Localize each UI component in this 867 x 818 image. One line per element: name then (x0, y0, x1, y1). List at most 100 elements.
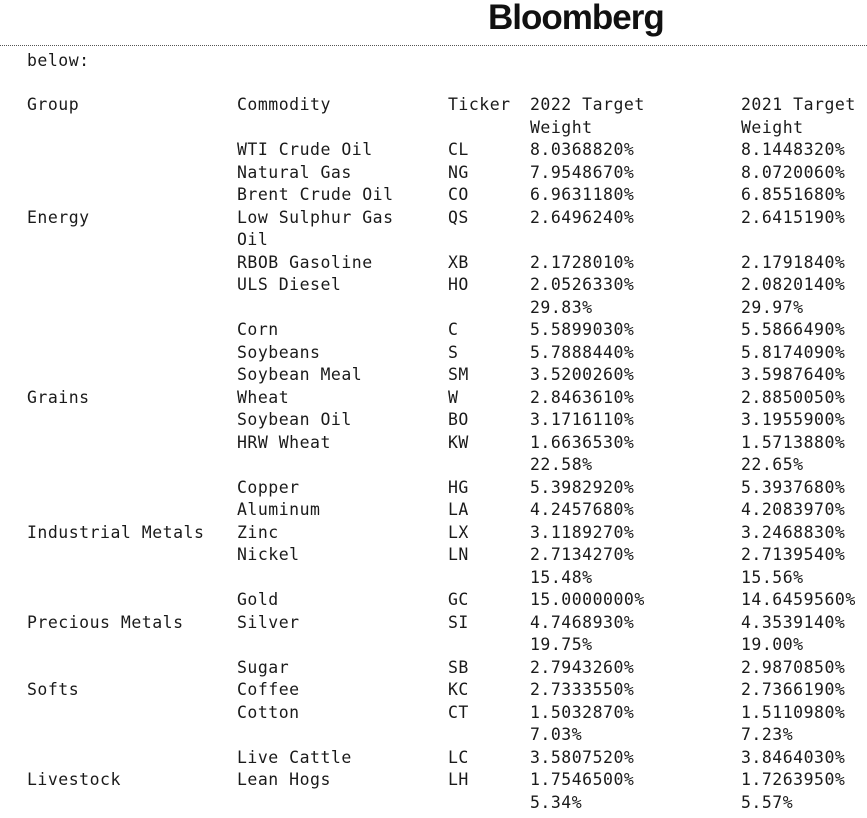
weight-2022: 1.5032870% (530, 702, 635, 722)
group-label: Precious Metals (27, 612, 184, 632)
commodity-name: Brent Crude Oil (237, 185, 394, 204)
header-2022-weight: 2022 Target Weight (530, 95, 645, 137)
ticker-code: BO (448, 410, 469, 429)
commodity-name: Silver (237, 612, 300, 632)
group-total-2021: 22.65% (741, 455, 804, 474)
group-total-2021: 29.97% (741, 297, 804, 317)
commodity-name: Corn (237, 320, 279, 339)
weight-2021: 3.1955900% (741, 410, 846, 429)
commodity-name: Soybean Meal (237, 365, 363, 384)
weight-2022: 3.1716110% (530, 410, 635, 429)
header-commodity: Commodity (237, 95, 331, 114)
ticker-code: SB (448, 657, 469, 677)
ticker-code: LA (448, 500, 469, 519)
ticker-code: SI (448, 612, 469, 632)
weight-2022: 3.5200260% (530, 365, 635, 384)
commodity-name: Lean Hogs (237, 770, 331, 789)
weight-2021: 3.2468830% (741, 522, 846, 542)
weight-2021: 8.1448320% (741, 140, 846, 159)
weight-2021: 8.0720060% (741, 162, 846, 182)
weight-2021: 1.5713880% (741, 432, 846, 452)
commodity-name: ULS Diesel (237, 275, 342, 294)
commodity-name: Soybeans (237, 342, 321, 362)
weight-2022: 5.3982920% (530, 477, 635, 497)
header-group: Group (27, 95, 80, 114)
commodity-name: Nickel (237, 545, 300, 564)
commodity-name: HRW Wheat (237, 432, 331, 452)
weight-2021: 2.0820140% (741, 275, 846, 294)
weight-2021: 1.5110980% (741, 702, 846, 722)
ticker-code: LN (448, 545, 469, 564)
group-total-2022: 19.75% (530, 635, 593, 654)
commodity-name: Cotton (237, 702, 300, 722)
commodity-name: Zinc (237, 522, 279, 542)
ticker-code: CL (448, 140, 469, 159)
group-label: Industrial Metals (27, 522, 205, 542)
ticker-code: CO (448, 185, 469, 204)
ticker-code: QS (448, 207, 469, 227)
weight-2021: 1.7263950% (741, 770, 846, 789)
weight-2022: 5.5899030% (530, 320, 635, 339)
weight-2021: 2.8850050% (741, 387, 846, 407)
weight-2022: 6.9631180% (530, 185, 635, 204)
commodity-name: Sugar (237, 657, 290, 677)
ticker-code: CT (448, 702, 469, 722)
weight-2021: 4.2083970% (741, 500, 846, 519)
weight-2022: 5.7888440% (530, 342, 635, 362)
commodity-name: Soybean Oil (237, 410, 352, 429)
group-total-2022: 22.58% (530, 455, 593, 474)
weight-2022: 2.0526330% (530, 275, 635, 294)
weight-2021: 4.3539140% (741, 612, 846, 632)
commodity-name: Live Cattle (237, 747, 352, 767)
weight-2022: 3.5807520% (530, 747, 635, 767)
commodity-name: Low Sulphur Gas Oil (237, 207, 394, 250)
weight-2021: 2.7366190% (741, 680, 846, 699)
weight-2022: 2.6496240% (530, 207, 635, 227)
weight-2022: 4.2457680% (530, 500, 635, 519)
weight-2022: 1.6636530% (530, 432, 635, 452)
group-total-2022: 29.83% (530, 297, 593, 317)
group-total-2022: 7.03% (530, 725, 583, 744)
commodity-name: RBOB Gasoline (237, 252, 373, 272)
weight-2022: 1.7546500% (530, 770, 635, 789)
commodity-name: Gold (237, 590, 279, 609)
ticker-code: XB (448, 252, 469, 272)
weight-2021: 5.8174090% (741, 342, 846, 362)
weight-2022: 2.1728010% (530, 252, 635, 272)
group-label: Livestock (27, 770, 121, 789)
group-label: Energy (27, 207, 90, 227)
bloomberg-logo: Bloomberg (488, 0, 665, 37)
ticker-code: NG (448, 162, 469, 182)
weight-2022: 2.8463610% (530, 387, 635, 407)
weight-2021: 5.3937680% (741, 477, 846, 497)
weight-2022: 2.7134270% (530, 545, 635, 564)
ticker-code: LX (448, 522, 469, 542)
weight-2021: 14.6459560% (741, 590, 856, 609)
intro-text: below: (27, 51, 90, 70)
commodity-name: Copper (237, 477, 300, 497)
ticker-code: HO (448, 275, 469, 294)
weight-2021: 2.9870850% (741, 657, 846, 677)
weight-2021: 6.8551680% (741, 185, 846, 204)
weight-2022: 2.7333550% (530, 680, 635, 699)
weight-2021: 2.6415190% (741, 207, 846, 227)
commodity-name: Natural Gas (237, 162, 352, 182)
commodity-name: Wheat (237, 387, 290, 407)
group-total-2021: 15.56% (741, 567, 804, 587)
weight-2021: 2.1791840% (741, 252, 846, 272)
ticker-code: KW (448, 432, 469, 452)
group-total-2022: 15.48% (530, 567, 593, 587)
header-2021-weight: 2021 Target Weight (741, 95, 856, 137)
weight-2022: 15.0000000% (530, 590, 645, 609)
ticker-code: HG (448, 477, 469, 497)
ticker-code: LC (448, 747, 469, 767)
group-total-2021: 5.57% (741, 792, 794, 812)
weight-2022: 2.7943260% (530, 657, 635, 677)
group-total-2021: 7.23% (741, 725, 794, 744)
ticker-code: KC (448, 680, 469, 699)
weight-2021: 3.8464030% (741, 747, 846, 767)
group-label: Softs (27, 680, 80, 699)
commodity-name: Coffee (237, 680, 300, 699)
weight-2021: 3.5987640% (741, 365, 846, 384)
ticker-code: SM (448, 365, 469, 384)
